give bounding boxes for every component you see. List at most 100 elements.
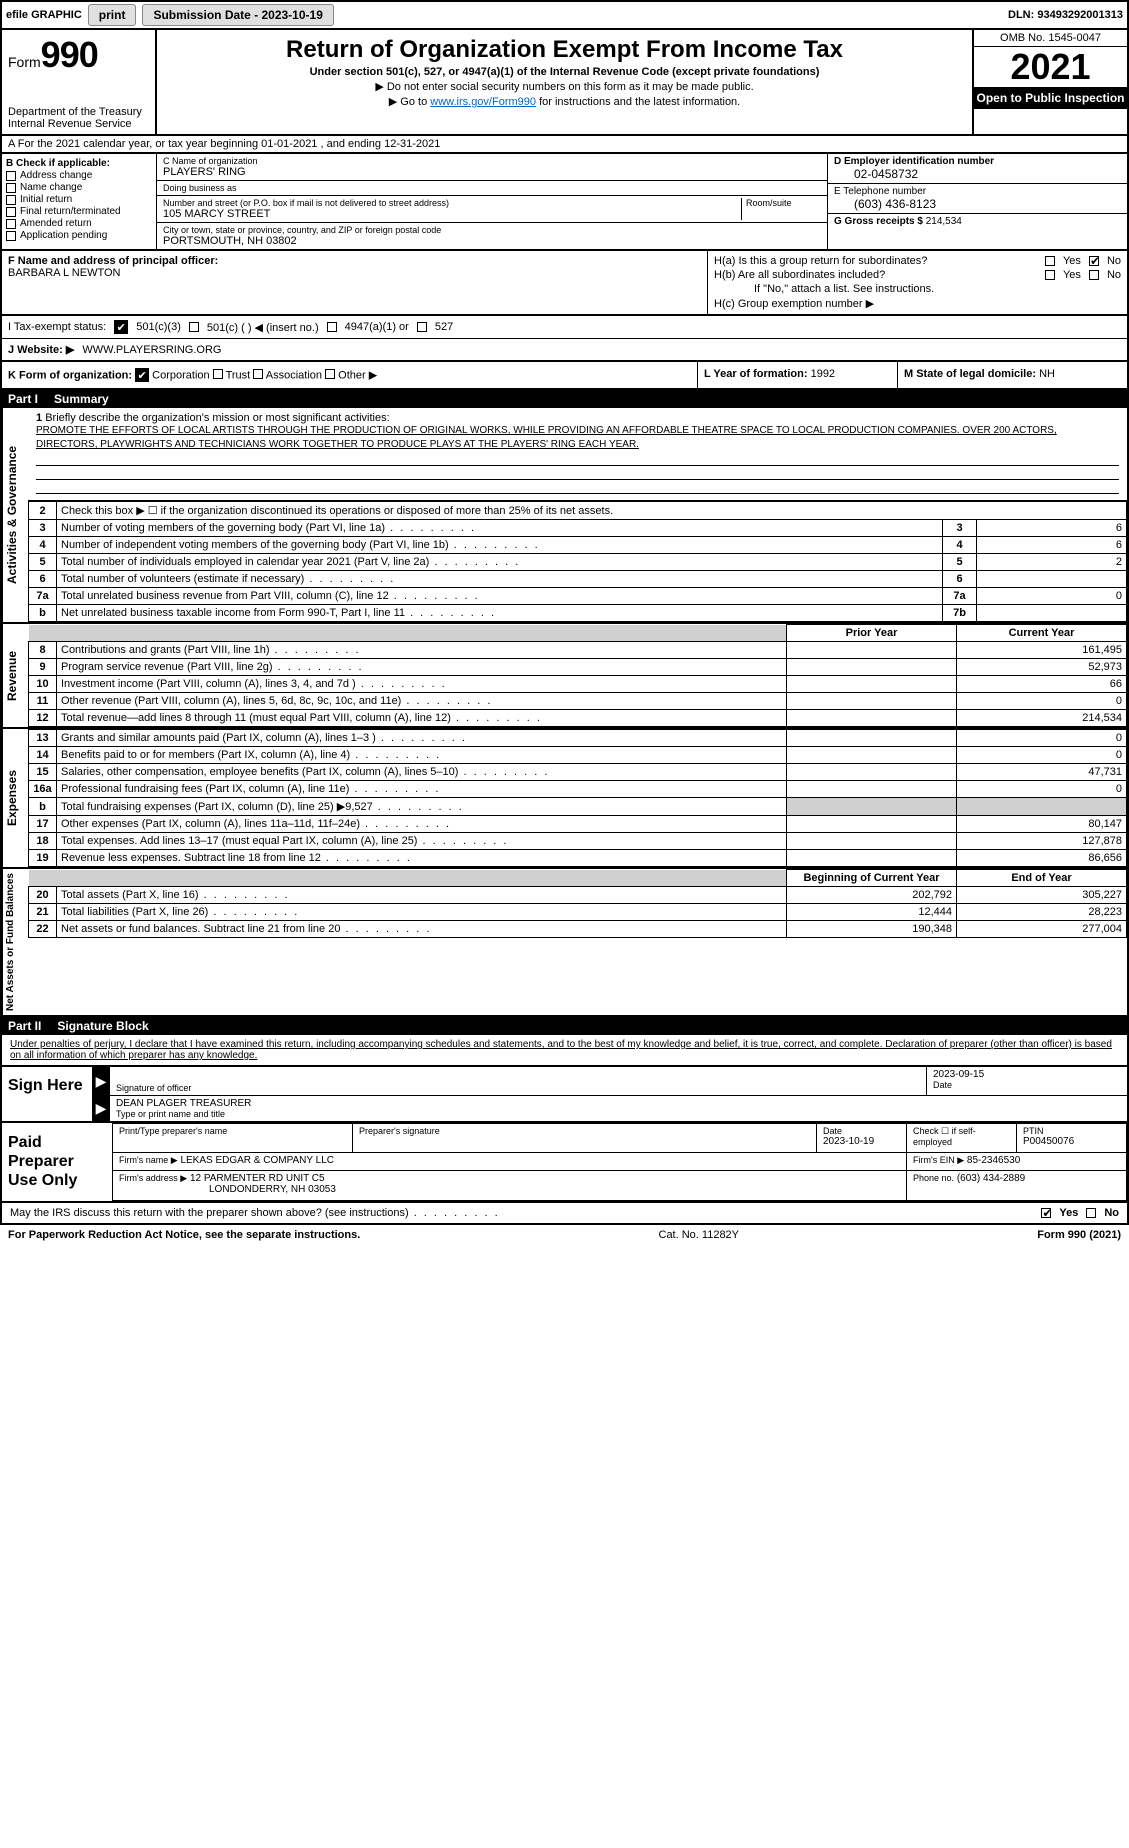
section-l: L Year of formation: 1992 <box>697 362 897 388</box>
revenue-table: Prior Year Current Year 8 Contributions … <box>28 624 1127 727</box>
line-desc: Program service revenue (Part VIII, line… <box>57 659 787 676</box>
checkbox-icon[interactable] <box>327 322 337 332</box>
chk-amended: Amended return <box>20 218 92 229</box>
paperwork-notice: For Paperwork Reduction Act Notice, see … <box>8 1229 360 1241</box>
revenue-body: Prior Year Current Year 8 Contributions … <box>28 624 1127 727</box>
checkbox-checked-icon[interactable]: ✔ <box>135 368 149 382</box>
chk-address-change: Address change <box>20 170 92 181</box>
current-year-val: 47,731 <box>957 764 1127 781</box>
table-row: 12 Total revenue—add lines 8 through 11 … <box>29 710 1127 727</box>
section-h: H(a) Is this a group return for subordin… <box>707 251 1127 314</box>
checkbox-icon[interactable] <box>6 207 16 217</box>
checkbox-icon[interactable] <box>1086 1208 1096 1218</box>
city-label: City or town, state or province, country… <box>163 225 821 235</box>
entity-right: D Employer identification number 02-0458… <box>827 154 1127 249</box>
expenses-vlabel: Expenses <box>2 729 28 867</box>
table-row: 4Number of independent voting members of… <box>29 537 1127 554</box>
expenses-table: 13 Grants and similar amounts paid (Part… <box>28 729 1127 867</box>
firm-phone-label: Phone no. <box>913 1173 954 1183</box>
checkbox-icon[interactable] <box>6 219 16 229</box>
line-desc: Professional fundraising fees (Part IX, … <box>57 781 787 798</box>
line-num: 14 <box>29 747 57 764</box>
chk-app-pending: Application pending <box>20 230 107 241</box>
checkbox-icon[interactable] <box>6 171 16 181</box>
irs-link[interactable]: www.irs.gov/Form990 <box>430 96 536 108</box>
header-left: Form990 Department of the Treasury Inter… <box>2 30 157 134</box>
sign-here-label: Sign Here <box>2 1067 92 1121</box>
line-num: 4 <box>29 537 57 554</box>
checkbox-checked-icon[interactable] <box>1089 256 1099 266</box>
checkbox-icon[interactable] <box>253 369 263 379</box>
line-num: 9 <box>29 659 57 676</box>
table-row: 20 Total assets (Part X, line 16) 202,79… <box>29 887 1127 904</box>
line-desc: Total fundraising expenses (Part IX, col… <box>57 798 787 816</box>
checkbox-icon[interactable] <box>6 195 16 205</box>
current-year-val: 86,656 <box>957 850 1127 867</box>
checkbox-icon[interactable] <box>325 369 335 379</box>
table-row: 17 Other expenses (Part IX, column (A), … <box>29 816 1127 833</box>
submission-date-button[interactable]: Submission Date - 2023-10-19 <box>142 4 333 26</box>
checkbox-icon[interactable] <box>213 369 223 379</box>
room-label: Room/suite <box>746 198 821 208</box>
governance-body: 1 Briefly describe the organization's mi… <box>28 408 1127 622</box>
table-row: 2Check this box ▶ ☐ if the organization … <box>29 502 1127 520</box>
checkbox-checked-icon[interactable] <box>1041 1208 1051 1218</box>
firm-addr-cell: Firm's address ▶ 12 PARMENTER RD UNIT C5… <box>113 1170 907 1200</box>
no-label: No <box>1107 255 1121 267</box>
opt-trust: Trust <box>226 370 251 382</box>
line-box: 7b <box>943 605 977 622</box>
line-box: 6 <box>943 571 977 588</box>
row-ij: I Tax-exempt status: ✔501(c)(3) 501(c) (… <box>0 316 1129 362</box>
phone-cell: E Telephone number (603) 436-8123 <box>828 184 1127 214</box>
addr-value: 105 MARCY STREET <box>163 208 741 220</box>
omb-number: OMB No. 1545-0047 <box>974 30 1127 47</box>
gross-cell: G Gross receipts $ 214,534 <box>828 214 1127 229</box>
prior-year-val <box>787 798 957 816</box>
ha-label: H(a) Is this a group return for subordin… <box>714 255 927 267</box>
table-row: 16a Professional fundraising fees (Part … <box>29 781 1127 798</box>
org-name-label: C Name of organization <box>163 156 821 166</box>
prior-year-val <box>787 816 957 833</box>
ssn-note: ▶ Do not enter social security numbers o… <box>167 80 962 93</box>
governance-vlabel: Activities & Governance <box>2 408 28 622</box>
prior-year-val <box>787 676 957 693</box>
table-row: 9 Program service revenue (Part VIII, li… <box>29 659 1127 676</box>
yes-label: Yes <box>1059 1207 1078 1219</box>
underline <box>36 482 1119 494</box>
checkbox-icon[interactable] <box>417 322 427 332</box>
sig-date-cell: 2023-09-15 Date <box>927 1067 1127 1095</box>
checkbox-icon[interactable] <box>189 322 199 332</box>
ein-label: D Employer identification number <box>834 156 1121 167</box>
revenue-vlabel: Revenue <box>2 624 28 727</box>
checkbox-icon[interactable] <box>6 183 16 193</box>
hb-label: H(b) Are all subordinates included? <box>714 269 885 281</box>
netassets-body: Beginning of Current Year End of Year 20… <box>28 869 1127 1015</box>
prep-check-label: Check ☐ if self-employed <box>913 1126 1010 1147</box>
checkbox-icon[interactable] <box>1045 270 1055 280</box>
table-row: 13 Grants and similar amounts paid (Part… <box>29 730 1127 747</box>
line-num: 10 <box>29 676 57 693</box>
current-year-val: 305,227 <box>957 887 1127 904</box>
checkbox-checked-icon[interactable]: ✔ <box>114 320 128 334</box>
tax-year: 2021 <box>974 47 1127 87</box>
line-desc: Net unrelated business taxable income fr… <box>57 605 943 622</box>
line-val: 2 <box>977 554 1127 571</box>
line-num: b <box>29 605 57 622</box>
opt-501c: 501(c) ( ) ◀ (insert no.) <box>207 321 319 334</box>
checkbox-icon[interactable] <box>6 231 16 241</box>
print-button[interactable]: print <box>88 4 137 26</box>
table-row: 8 Contributions and grants (Part VIII, l… <box>29 642 1127 659</box>
no-label: No <box>1107 269 1121 281</box>
line-num: 19 <box>29 850 57 867</box>
current-year-val: 66 <box>957 676 1127 693</box>
year-formation-label: L Year of formation: <box>704 368 808 380</box>
sig-name-label: Type or print name and title <box>116 1109 1121 1119</box>
header-right: OMB No. 1545-0047 2021 Open to Public In… <box>972 30 1127 134</box>
firm-name-value: LEKAS EDGAR & COMPANY LLC <box>180 1155 334 1166</box>
table-row: 14 Benefits paid to or for members (Part… <box>29 747 1127 764</box>
checkbox-icon[interactable] <box>1045 256 1055 266</box>
checkbox-icon[interactable] <box>1089 270 1099 280</box>
current-year-val: 0 <box>957 747 1127 764</box>
sig-date-label: Date <box>933 1080 1121 1090</box>
line-num: 16a <box>29 781 57 798</box>
